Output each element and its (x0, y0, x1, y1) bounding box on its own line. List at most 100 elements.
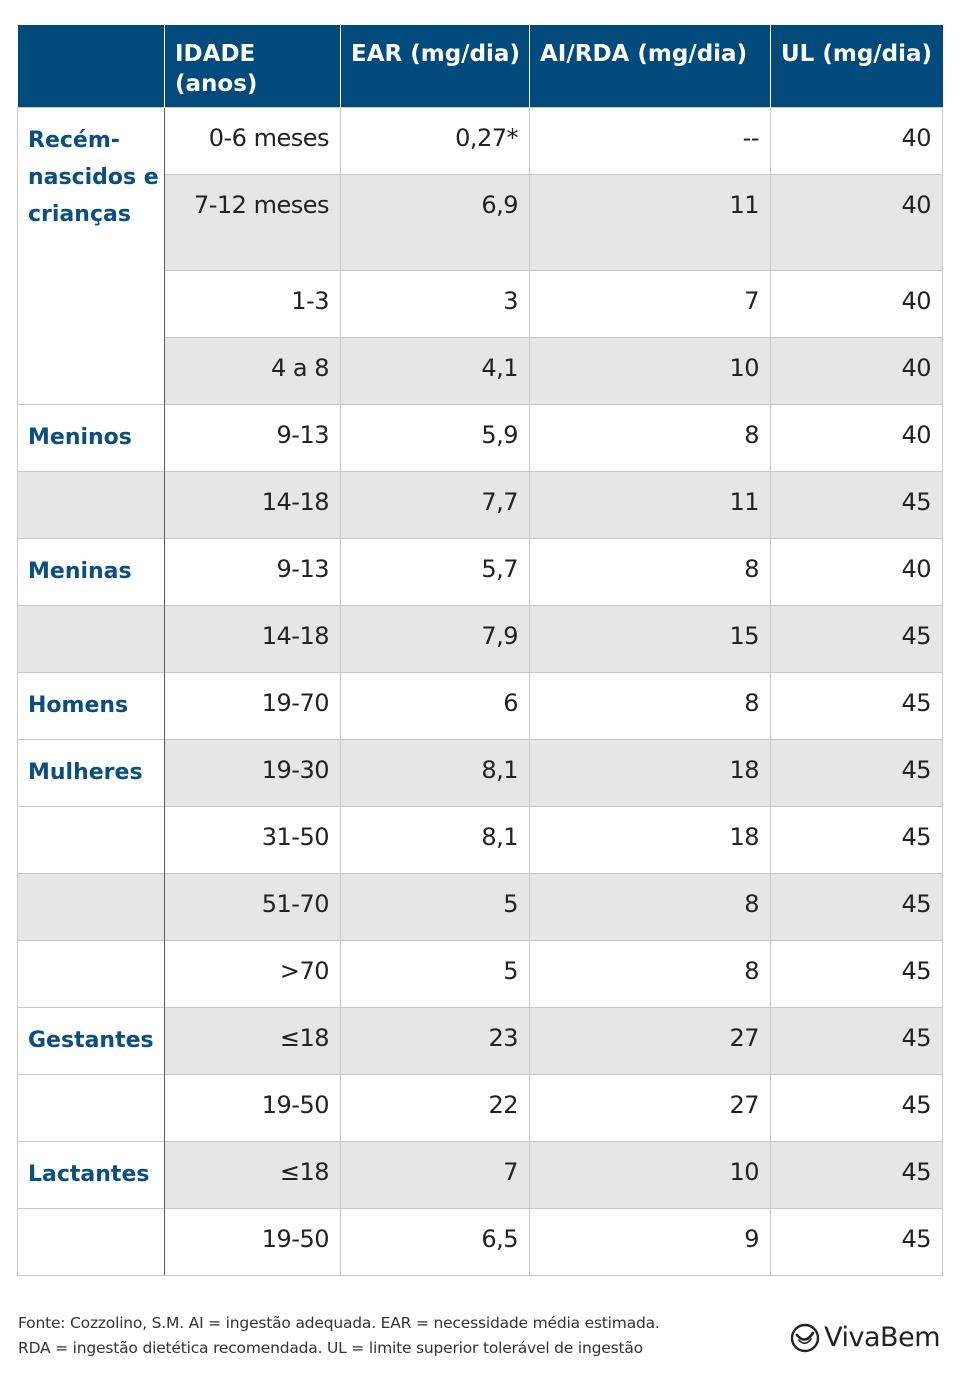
cell-ear: 5 (340, 939, 530, 1007)
cell-age: 19-30 (164, 738, 341, 806)
group-label-empty (17, 1073, 165, 1141)
table-row: Meninos 9-13 5,9 8 40 (17, 403, 943, 471)
cell-ai-rda: 9 (529, 1207, 771, 1276)
group-label-empty (17, 872, 165, 940)
table-row: Gestantes ≤18 23 27 45 (17, 1006, 943, 1074)
cell-age: 14-18 (164, 470, 341, 538)
cell-age: 1-3 (164, 269, 341, 337)
cell-ul: 40 (770, 173, 943, 270)
cell-ai-rda: 8 (529, 671, 771, 739)
cell-ul: 45 (770, 872, 943, 940)
cell-ai-rda: 11 (529, 470, 771, 538)
table-row: Homens 19-70 6 8 45 (17, 671, 943, 739)
cell-ul: 45 (770, 805, 943, 873)
group-label: Mulheres (17, 738, 165, 806)
cell-ear: 4,1 (340, 336, 530, 404)
header-ear: EAR (mg/dia) (340, 25, 530, 107)
table-row: 14-18 7,9 15 45 (17, 604, 943, 672)
cell-age: 7-12 meses (164, 173, 341, 270)
table-row: 31-50 8,1 18 45 (17, 805, 943, 873)
cell-age: 19-50 (164, 1073, 341, 1141)
group-label: Gestantes (17, 1006, 165, 1074)
cell-age: 9-13 (164, 403, 341, 471)
cell-age: 4 a 8 (164, 336, 341, 404)
cell-ear: 7,9 (340, 604, 530, 672)
cell-ul: 45 (770, 470, 943, 538)
cell-ai-rda: 27 (529, 1006, 771, 1074)
group-label-empty (17, 604, 165, 672)
cell-ear: 23 (340, 1006, 530, 1074)
cell-age: 14-18 (164, 604, 341, 672)
vivabem-logo: VivaBem (790, 1322, 940, 1353)
cell-ai-rda: 27 (529, 1073, 771, 1141)
cell-age: 51-70 (164, 872, 341, 940)
cell-ear: 3 (340, 269, 530, 337)
footnote-line-2: RDA = ingestão dietética recomendada. UL… (18, 1339, 643, 1357)
cell-age: 31-50 (164, 805, 341, 873)
header-ai-rda: AI/RDA (mg/dia) (529, 25, 771, 107)
cell-ear: 5 (340, 872, 530, 940)
cell-ear: 6 (340, 671, 530, 739)
table-body: Recém-nascidos e crianças 0-6 meses 0,27* -… (17, 106, 943, 1276)
footnote-line-1: Fonte: Cozzolino, S.M. AI = ingestão ade… (18, 1314, 660, 1332)
cell-ul: 45 (770, 671, 943, 739)
cell-ul: 45 (770, 604, 943, 672)
table-row: 51-70 5 8 45 (17, 872, 943, 940)
cell-ai-rda: 8 (529, 872, 771, 940)
group-label: Lactantes (17, 1140, 165, 1208)
table-header: IDADE (anos) EAR (mg/dia) AI/RDA (mg/dia) U… (17, 25, 943, 107)
table-row: Lactantes ≤18 7 10 45 (17, 1140, 943, 1208)
cell-age: 9-13 (164, 537, 341, 605)
group-label-empty (17, 805, 165, 873)
group-label: Meninas (17, 537, 165, 605)
vivabem-logo-icon (790, 1323, 820, 1352)
group-label: Meninos (17, 403, 165, 471)
cell-age: ≤18 (164, 1140, 341, 1208)
logo-text: VivaBem (824, 1322, 940, 1353)
cell-ear: 8,1 (340, 738, 530, 806)
table-row: 14-18 7,7 11 45 (17, 470, 943, 538)
cell-ul: 40 (770, 336, 943, 404)
nutrient-table-wrapper: IDADE (anos) EAR (mg/dia) AI/RDA (mg/dia) U… (17, 25, 943, 1276)
group-label: Homens (17, 671, 165, 739)
cell-ai-rda: 18 (529, 738, 771, 806)
cell-ai-rda: 7 (529, 269, 771, 337)
cell-ear: 5,7 (340, 537, 530, 605)
cell-ear: 8,1 (340, 805, 530, 873)
cell-ul: 40 (770, 537, 943, 605)
table-row: 19-50 6,5 9 45 (17, 1207, 943, 1276)
cell-ai-rda: 8 (529, 939, 771, 1007)
cell-age: 0-6 meses (164, 106, 341, 174)
group-label: Recém-nascidos e crianças (17, 106, 165, 404)
table-row: 1-3 3 7 40 (18, 269, 943, 337)
cell-ear: 7 (340, 1140, 530, 1208)
cell-ear: 5,9 (340, 403, 530, 471)
table-row: 7-12 meses 6,9 11 40 (18, 173, 943, 270)
table-row: 4 a 8 4,1 10 40 (18, 336, 943, 404)
cell-age: 19-50 (164, 1207, 341, 1276)
cell-ul: 40 (770, 269, 943, 337)
cell-ul: 45 (770, 738, 943, 806)
table-row: >70 5 8 45 (17, 939, 943, 1007)
nutrient-table: IDADE (anos) EAR (mg/dia) AI/RDA (mg/dia) U… (17, 25, 943, 1276)
header-ul: UL (mg/dia) (770, 25, 943, 107)
cell-ai-rda: 15 (529, 604, 771, 672)
cell-ai-rda: 11 (529, 173, 771, 270)
cell-ai-rda: -- (529, 106, 771, 174)
header-age: IDADE (anos) (164, 25, 341, 107)
cell-ear: 6,5 (340, 1207, 530, 1276)
table-row: Mulheres 19-30 8,1 18 45 (17, 738, 943, 806)
header-group (17, 25, 165, 107)
cell-ai-rda: 10 (529, 336, 771, 404)
cell-ul: 40 (770, 403, 943, 471)
cell-ul: 45 (770, 1140, 943, 1208)
table-row: 19-50 22 27 45 (17, 1073, 943, 1141)
cell-ul: 40 (770, 106, 943, 174)
cell-ul: 45 (770, 939, 943, 1007)
cell-ear: 7,7 (340, 470, 530, 538)
cell-ul: 45 (770, 1006, 943, 1074)
cell-ai-rda: 8 (529, 403, 771, 471)
cell-ul: 45 (770, 1073, 943, 1141)
cell-age: ≤18 (164, 1006, 341, 1074)
table-row: Recém-nascidos e crianças 0-6 meses 0,27* -… (17, 106, 943, 404)
